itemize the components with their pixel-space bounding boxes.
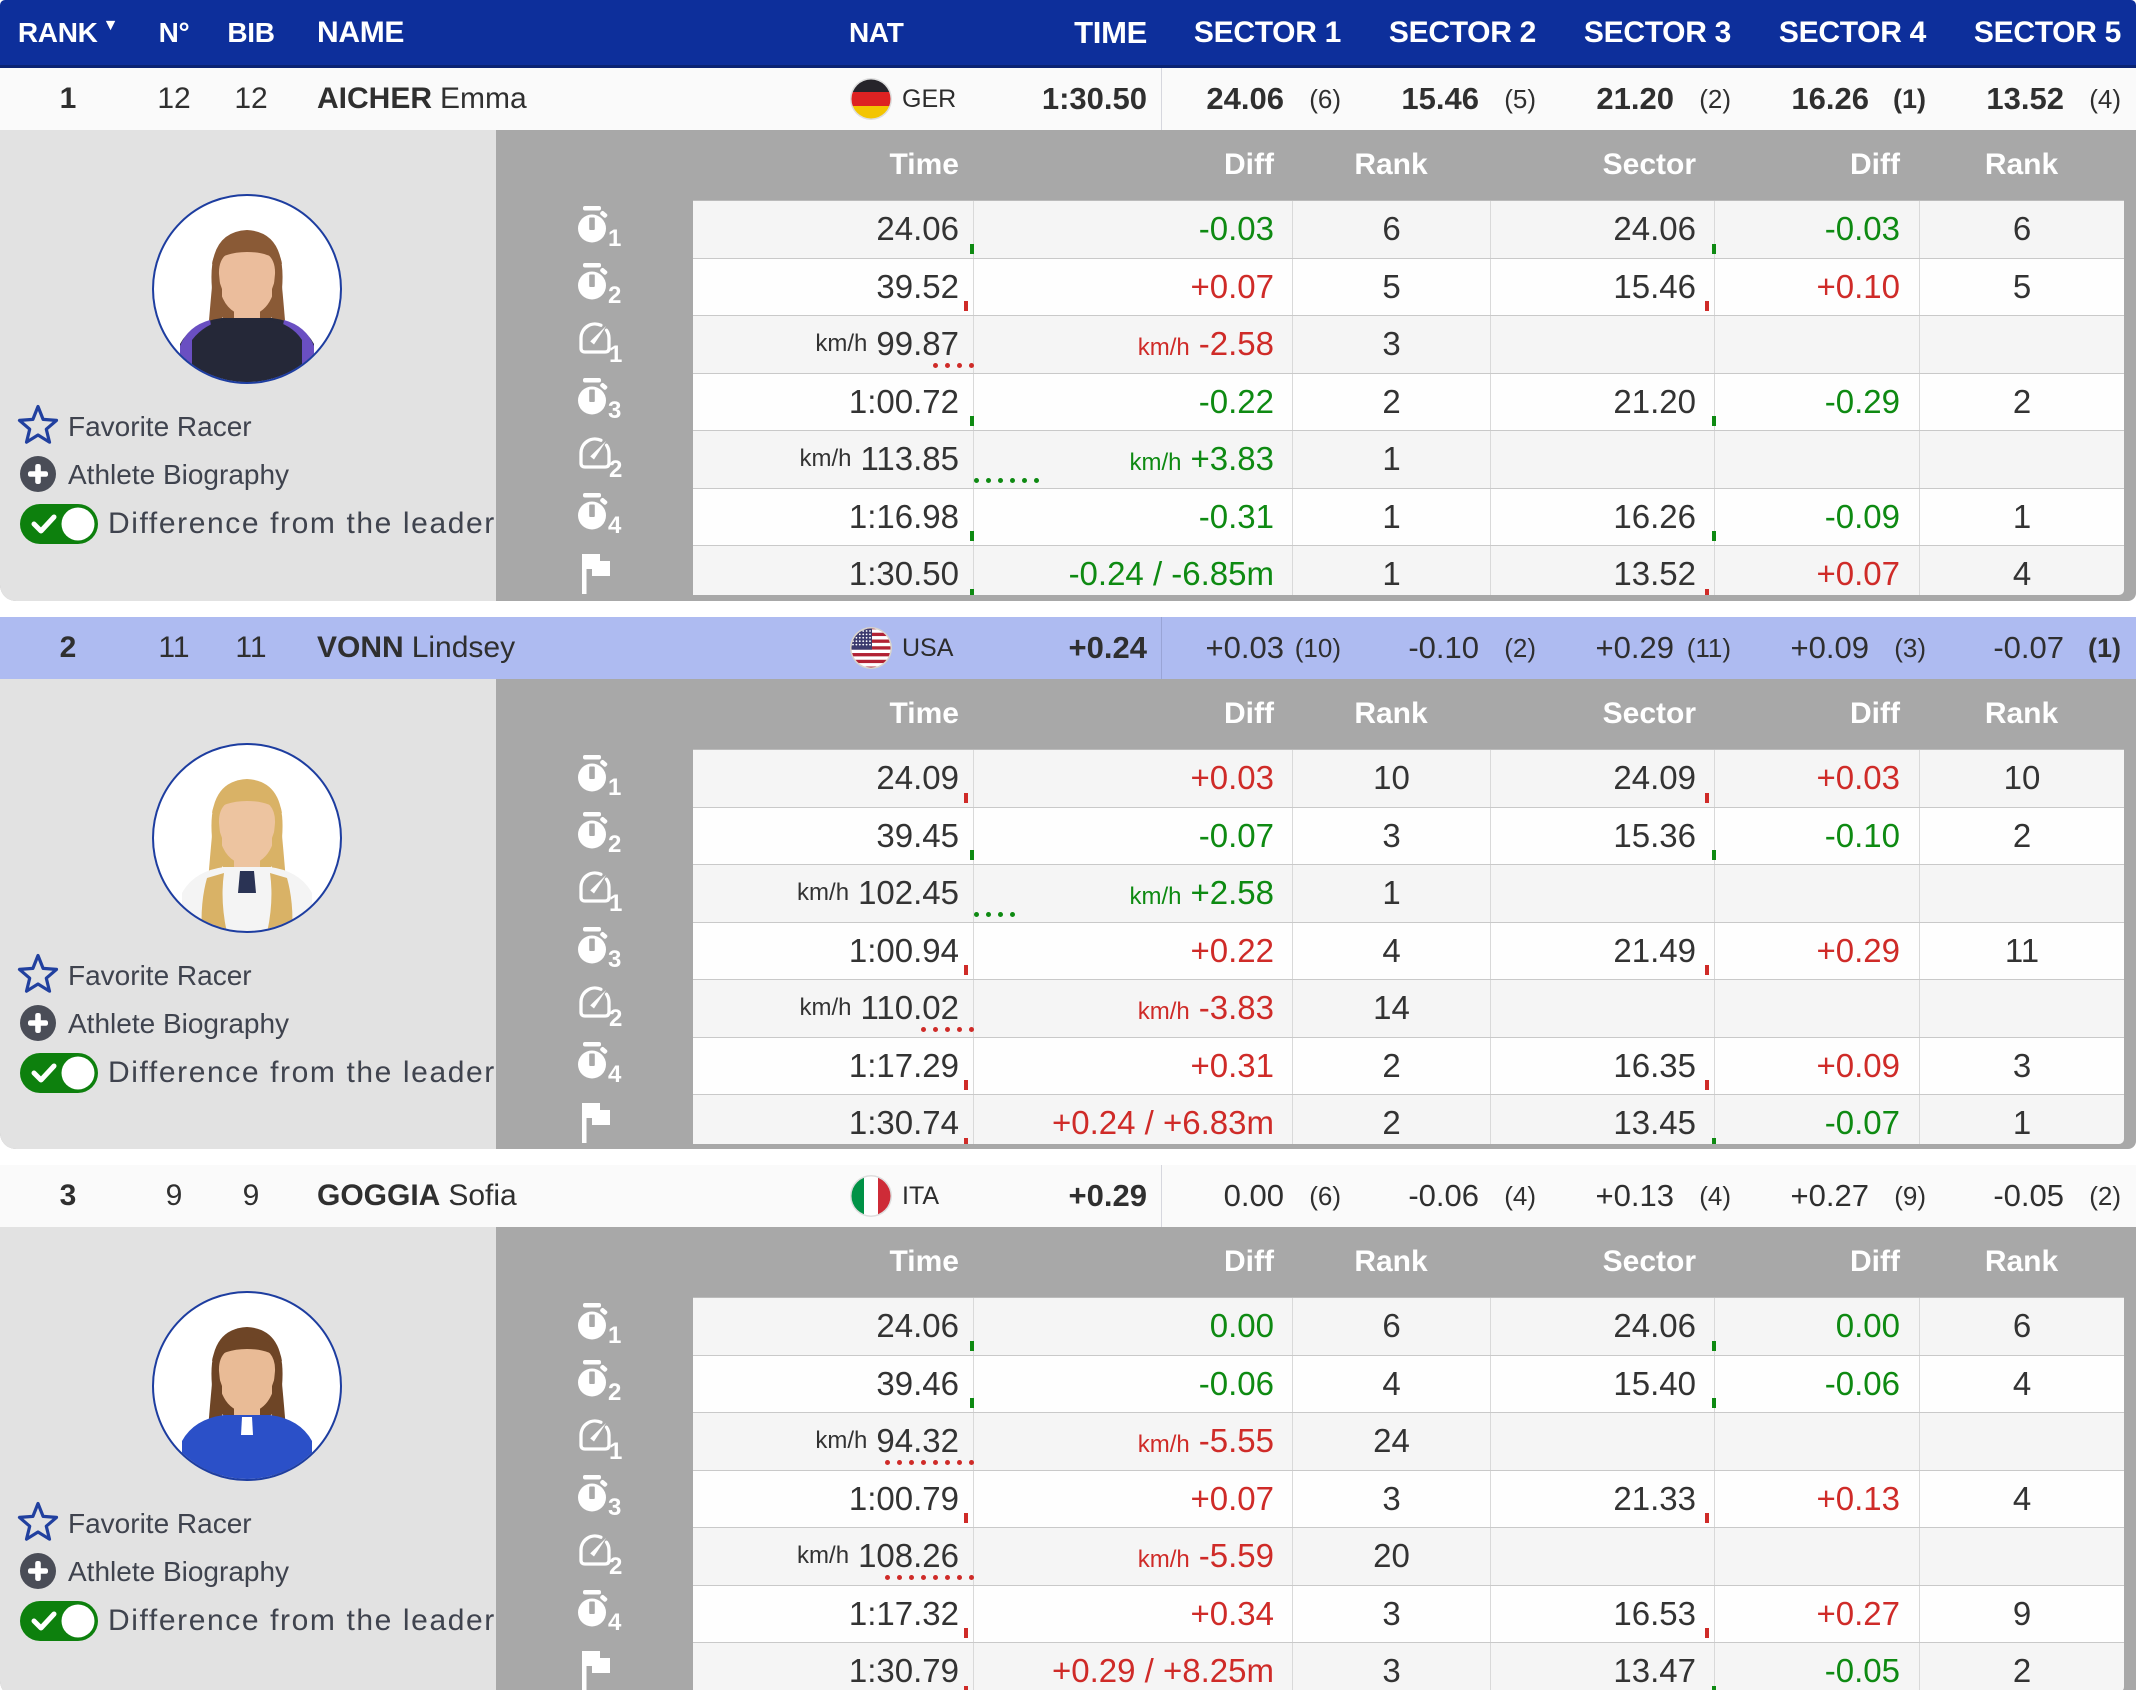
svg-text:1: 1 xyxy=(608,774,621,801)
svg-text:2: 2 xyxy=(609,456,622,482)
svg-text:3: 3 xyxy=(608,946,621,973)
svg-text:1: 1 xyxy=(608,1322,621,1349)
svg-text:3: 3 xyxy=(608,397,621,424)
svg-text:1: 1 xyxy=(609,341,622,367)
svg-text:1: 1 xyxy=(608,225,621,252)
svg-text:2: 2 xyxy=(608,1379,621,1406)
svg-text:1: 1 xyxy=(609,890,622,916)
svg-text:2: 2 xyxy=(609,1005,622,1031)
svg-text:1: 1 xyxy=(609,1438,622,1464)
svg-text:4: 4 xyxy=(608,1609,622,1636)
svg-text:2: 2 xyxy=(608,831,621,858)
svg-text:4: 4 xyxy=(608,1061,622,1088)
svg-text:2: 2 xyxy=(609,1553,622,1579)
svg-text:4: 4 xyxy=(608,512,622,539)
svg-text:3: 3 xyxy=(608,1494,621,1521)
svg-text:2: 2 xyxy=(608,282,621,309)
